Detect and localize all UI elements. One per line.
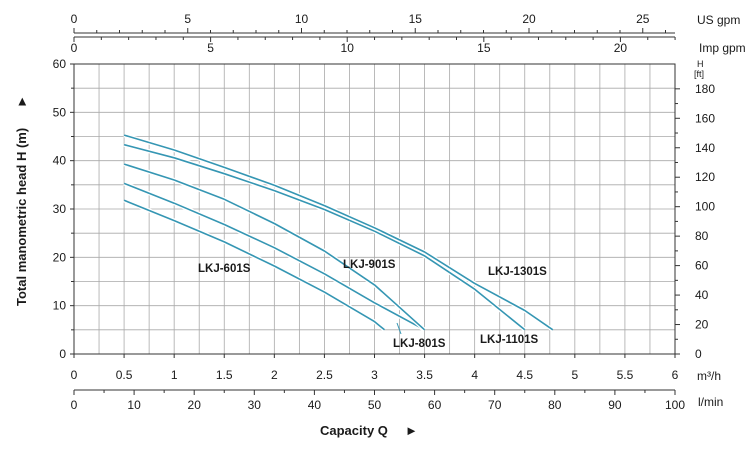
x-tick-label: 2.5 xyxy=(316,368,333,382)
ft-tick-label: 40 xyxy=(695,288,709,302)
x-tick-label: 0 xyxy=(71,368,78,382)
ft-tick-label: 180 xyxy=(695,82,715,96)
lmin-tick-label: 70 xyxy=(488,398,502,412)
usgpm-tick-label: 20 xyxy=(522,12,536,26)
x-tick-label: 5.5 xyxy=(617,368,634,382)
series-line-lkj-1101s xyxy=(123,143,526,331)
x-tick-label: 2 xyxy=(271,368,278,382)
lmin-tick-label: 10 xyxy=(127,398,141,412)
ft-tick-label: 140 xyxy=(695,141,715,155)
impgpm-tick-label: 10 xyxy=(341,41,355,55)
series-label-pointer xyxy=(396,322,402,335)
x-tick-label: 1 xyxy=(171,368,178,382)
x-axis-m3h-unit: m³/h xyxy=(697,369,721,383)
series-label-lkj-1301s: LKJ-1301S xyxy=(488,266,547,278)
top-axis-usgpm-unit: US gpm xyxy=(697,13,740,27)
ft-tick-label: 80 xyxy=(695,229,709,243)
grid xyxy=(74,64,675,354)
usgpm-tick-label: 15 xyxy=(409,12,423,26)
series-label-lkj-901s: LKJ-901S xyxy=(343,259,396,271)
lmin-tick-label: 90 xyxy=(608,398,622,412)
x-tick-label: 3.5 xyxy=(416,368,433,382)
y-tick-label: 10 xyxy=(53,299,67,313)
series-label-lkj-801s: LKJ-801S xyxy=(393,338,446,350)
lmin-tick-label: 50 xyxy=(368,398,382,412)
x-tick-label: 3 xyxy=(371,368,378,382)
y-tick-label: 40 xyxy=(53,154,67,168)
lmin-tick-label: 40 xyxy=(308,398,322,412)
series-line-lkj-901s xyxy=(123,163,426,331)
usgpm-tick-label: 0 xyxy=(71,12,78,26)
lmin-tick-label: 100 xyxy=(665,398,685,412)
x-tick-label: 1.5 xyxy=(216,368,233,382)
series-label-lkj-1101s: LKJ-1101S xyxy=(480,334,539,346)
y-tick-label: 30 xyxy=(53,202,67,216)
series-line-lkj-601s xyxy=(123,199,386,331)
ft-tick-label: 0 xyxy=(695,347,702,361)
x-axis-arrow: ► xyxy=(405,423,418,438)
impgpm-tick-label: 5 xyxy=(207,41,214,55)
x-axis-lmin-unit: l/min xyxy=(698,395,723,409)
impgpm-tick-label: 15 xyxy=(477,41,491,55)
impgpm-tick-label: 0 xyxy=(71,41,78,55)
series-line-lkj-801s xyxy=(123,182,425,331)
top-axis-impgpm-unit: Imp gpm xyxy=(699,41,746,55)
ft-tick-label: 160 xyxy=(695,111,715,125)
y-tick-label: 60 xyxy=(53,57,67,71)
x-tick-label: 5 xyxy=(571,368,578,382)
series xyxy=(123,133,554,332)
lmin-tick-label: 30 xyxy=(248,398,262,412)
right-axis-h-label: H xyxy=(697,59,704,69)
y-axis-title: Total manometric head H (m) xyxy=(14,128,29,306)
usgpm-tick-label: 10 xyxy=(295,12,309,26)
x-tick-label: 4.5 xyxy=(516,368,533,382)
x-tick-label: 4 xyxy=(471,368,478,382)
y-tick-label: 20 xyxy=(53,250,67,264)
lmin-tick-label: 20 xyxy=(188,398,202,412)
ft-tick-label: 60 xyxy=(695,259,709,273)
right-axis-ft-unit: [ft] xyxy=(694,69,704,79)
lmin-tick-label: 0 xyxy=(71,398,78,412)
x-axis-title: Capacity Q xyxy=(320,423,388,438)
usgpm-tick-label: 5 xyxy=(184,12,191,26)
y-tick-label: 50 xyxy=(53,105,67,119)
ft-tick-label: 100 xyxy=(695,200,715,214)
ft-tick-label: 20 xyxy=(695,318,709,332)
x-tick-label: 0.5 xyxy=(116,368,133,382)
series-label-lkj-601s: LKJ-601S xyxy=(198,263,251,275)
y-axis-arrow: ► xyxy=(14,95,29,108)
lmin-tick-label: 60 xyxy=(428,398,442,412)
y-tick-label: 0 xyxy=(59,347,66,361)
x-tick-label: 6 xyxy=(672,368,679,382)
series-line-lkj-1301s xyxy=(123,134,554,331)
ft-tick-label: 120 xyxy=(695,170,715,184)
usgpm-tick-label: 25 xyxy=(636,12,650,26)
lmin-tick-label: 80 xyxy=(548,398,562,412)
impgpm-tick-label: 20 xyxy=(614,41,628,55)
